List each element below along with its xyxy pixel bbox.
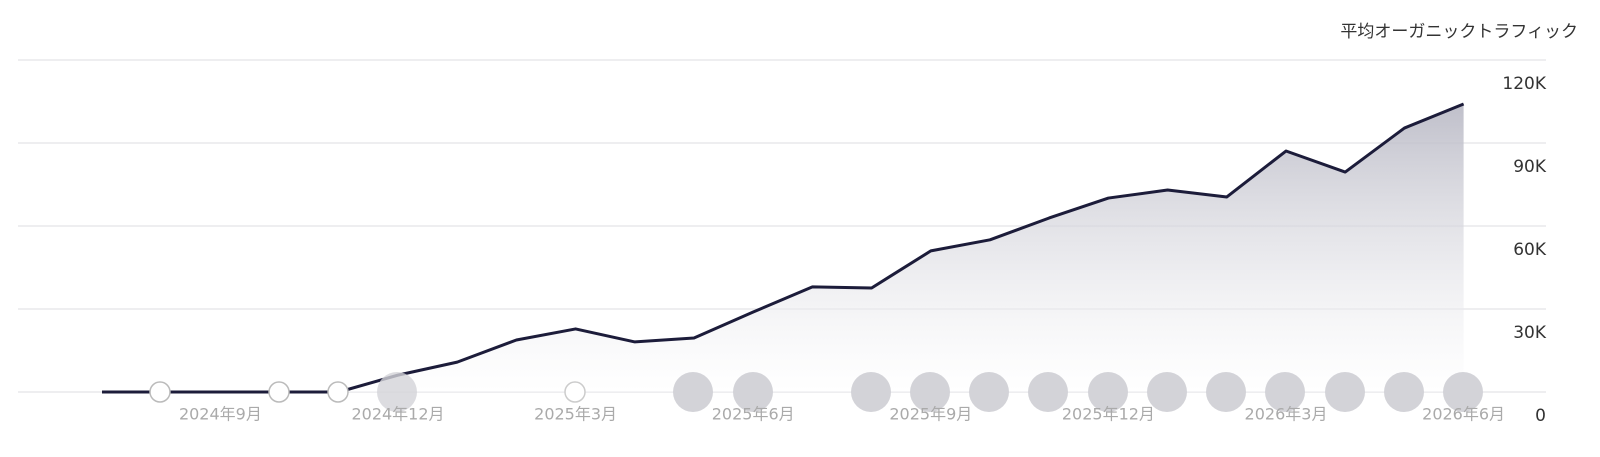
x-tick-label: 2025年3月: [534, 405, 617, 424]
event-icon: [1088, 372, 1128, 412]
event-icon: [969, 372, 1009, 412]
event-icon: [851, 372, 891, 412]
x-tick-label: 2026年3月: [1245, 405, 1328, 424]
event-markers: [149, 372, 1483, 412]
event-icon: [1384, 372, 1424, 412]
y-tick-label: 30K: [1513, 323, 1547, 343]
event-icon: [564, 381, 586, 403]
x-tick-label: 2025年6月: [712, 405, 795, 424]
y-tick-label: 120K: [1502, 74, 1546, 94]
event-icon: [910, 372, 950, 412]
event-icon: [673, 372, 713, 412]
event-icon: [1206, 372, 1246, 412]
x-tick-label: 2024年9月: [179, 405, 262, 424]
event-icon: [1028, 372, 1068, 412]
event-icon: [268, 381, 290, 403]
area-fill: [102, 103, 1464, 393]
event-icon: [1325, 372, 1365, 412]
event-icon: [377, 372, 417, 412]
event-icon: [1443, 372, 1483, 412]
event-icon: [149, 381, 171, 403]
event-icon: [733, 372, 773, 412]
event-icon: [1147, 372, 1187, 412]
y-tick-label: 0: [1535, 406, 1546, 426]
y-tick-label: 60K: [1513, 240, 1547, 260]
x-tick-label: 2024年12月: [351, 405, 444, 424]
x-tick-label: 2025年9月: [889, 405, 972, 424]
event-icon: [1265, 372, 1305, 412]
x-tick-label: 2025年12月: [1062, 405, 1155, 424]
event-icon: [327, 381, 349, 403]
y-axis-title: 平均オーガニックトラフィック: [1340, 22, 1578, 42]
y-tick-label: 90K: [1513, 157, 1547, 177]
x-tick-label: 2026年6月: [1422, 405, 1505, 424]
